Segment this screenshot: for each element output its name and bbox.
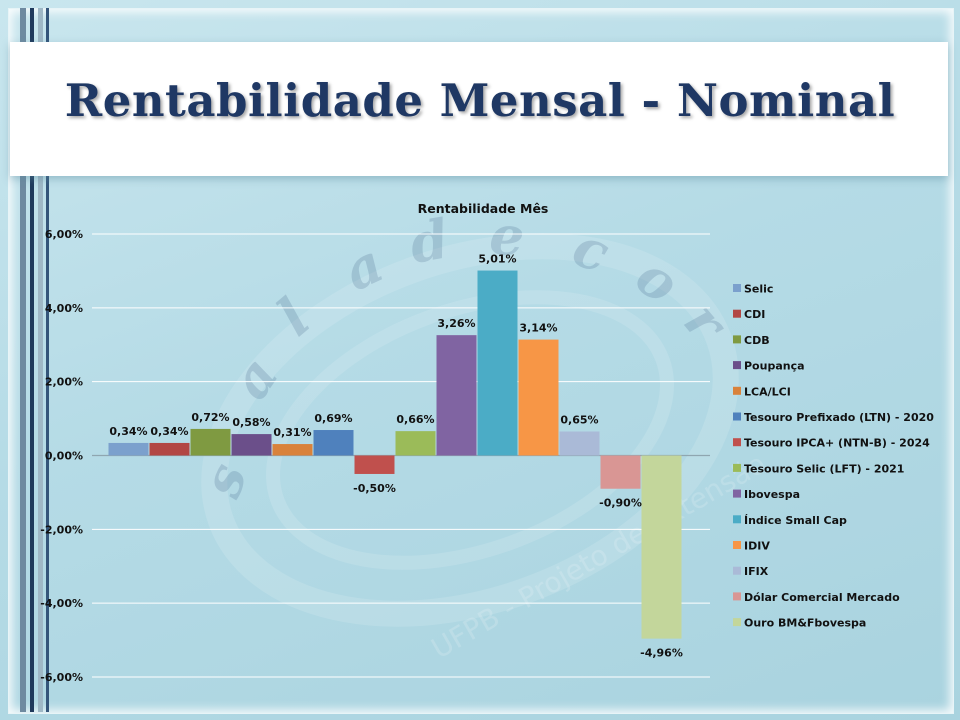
slide-frame bbox=[8, 8, 954, 714]
legend-swatch bbox=[733, 284, 741, 292]
data-label: 0,34% bbox=[150, 425, 188, 438]
bar bbox=[600, 455, 641, 489]
bar bbox=[518, 339, 559, 456]
legend-label: CDB bbox=[744, 334, 770, 347]
legend-swatch bbox=[733, 309, 741, 318]
y-axis-ticks: 6,00% 4,00% 2,00% 0,00% -2,00% -4,00% -6,00% bbox=[40, 228, 83, 684]
data-label: 0,58% bbox=[232, 416, 270, 429]
legend-label: Selic bbox=[744, 283, 773, 296]
legend-swatch bbox=[733, 515, 741, 524]
data-labels: 0,34% 0,34%0,72% 0,58%0,31%0,69%-0,50%0,66… bbox=[109, 253, 682, 660]
data-label: 0,34% bbox=[109, 425, 147, 438]
y-tick-label: 0,00% bbox=[45, 450, 83, 463]
legend-swatch bbox=[733, 463, 741, 472]
bar bbox=[272, 444, 313, 456]
legend-swatch bbox=[733, 618, 741, 627]
y-tick-label: -4,00% bbox=[40, 597, 83, 610]
y-tick-label: 4,00% bbox=[45, 302, 83, 315]
legend-label: IFIX bbox=[744, 565, 769, 578]
title-band bbox=[10, 42, 948, 176]
data-label: 0,72% bbox=[191, 411, 229, 424]
bar bbox=[477, 270, 518, 456]
data-label: 0,65% bbox=[560, 414, 598, 427]
legend-swatch bbox=[733, 386, 741, 395]
legend-swatch bbox=[733, 566, 741, 575]
bar bbox=[395, 431, 436, 456]
y-tick-label: 2,00% bbox=[45, 376, 83, 389]
data-label: -0,50% bbox=[353, 482, 396, 495]
legend-swatch bbox=[733, 438, 741, 447]
legend-swatch bbox=[733, 592, 741, 601]
legend-swatch bbox=[733, 489, 741, 498]
bar bbox=[108, 442, 149, 456]
page-title: Rentabilidade Mensal - Nominal bbox=[64, 74, 896, 127]
legend-label: CDI bbox=[744, 308, 765, 321]
bar bbox=[354, 455, 395, 474]
decorative-stripe bbox=[46, 8, 49, 712]
legend-label: Tesouro Prefixado (LTN) - 2020 bbox=[744, 411, 934, 424]
decorative-stripe bbox=[38, 8, 43, 712]
legend-swatch bbox=[733, 412, 741, 421]
bar bbox=[436, 335, 477, 456]
legend-swatch bbox=[733, 335, 741, 344]
bar bbox=[231, 434, 272, 456]
data-label: -0,90% bbox=[599, 497, 642, 510]
data-label: 3,14% bbox=[519, 322, 557, 335]
y-tick-label: -2,00% bbox=[40, 523, 83, 536]
legend-label: Ibovespa bbox=[744, 488, 800, 501]
svg-text:e: e bbox=[487, 202, 527, 269]
decorative-stripe bbox=[30, 8, 34, 712]
bar bbox=[559, 431, 600, 456]
y-tick-label: 6,00% bbox=[45, 228, 83, 241]
legend-label: LCA/LCI bbox=[744, 385, 791, 398]
decorative-stripe bbox=[20, 8, 26, 712]
bar bbox=[190, 428, 231, 456]
legend-label: Dólar Comercial Mercado bbox=[744, 591, 900, 604]
legend-swatch bbox=[733, 361, 741, 370]
data-label: 0,31% bbox=[273, 426, 311, 439]
data-label: 0,69% bbox=[314, 412, 352, 425]
bar bbox=[313, 430, 354, 456]
bar bbox=[641, 455, 682, 639]
data-label: 3,26% bbox=[437, 317, 475, 330]
legend-label: Índice Small Cap bbox=[744, 514, 847, 527]
data-label: 5,01% bbox=[478, 253, 516, 266]
legend-label: IDIV bbox=[744, 540, 770, 553]
bars bbox=[108, 270, 682, 639]
legend-label: Ouro BM&Fbovespa bbox=[744, 617, 866, 630]
legend-label: Tesouro IPCA+ (NTN-B) - 2024 bbox=[744, 437, 930, 450]
data-label: -4,96% bbox=[640, 647, 683, 660]
legend-label: Poupança bbox=[744, 360, 805, 373]
data-label: 0,66% bbox=[396, 413, 434, 426]
y-tick-label: -6,00% bbox=[40, 671, 83, 684]
legend: Selic CDI CDB Poupança LCA/LCI Tesouro Prefix… bbox=[733, 283, 934, 630]
chart-title: Rentabilidade Mês bbox=[418, 201, 549, 216]
legend-label: Tesouro Selic (LFT) - 2021 bbox=[744, 462, 904, 475]
legend-swatch bbox=[733, 541, 741, 549]
bar bbox=[149, 442, 190, 456]
